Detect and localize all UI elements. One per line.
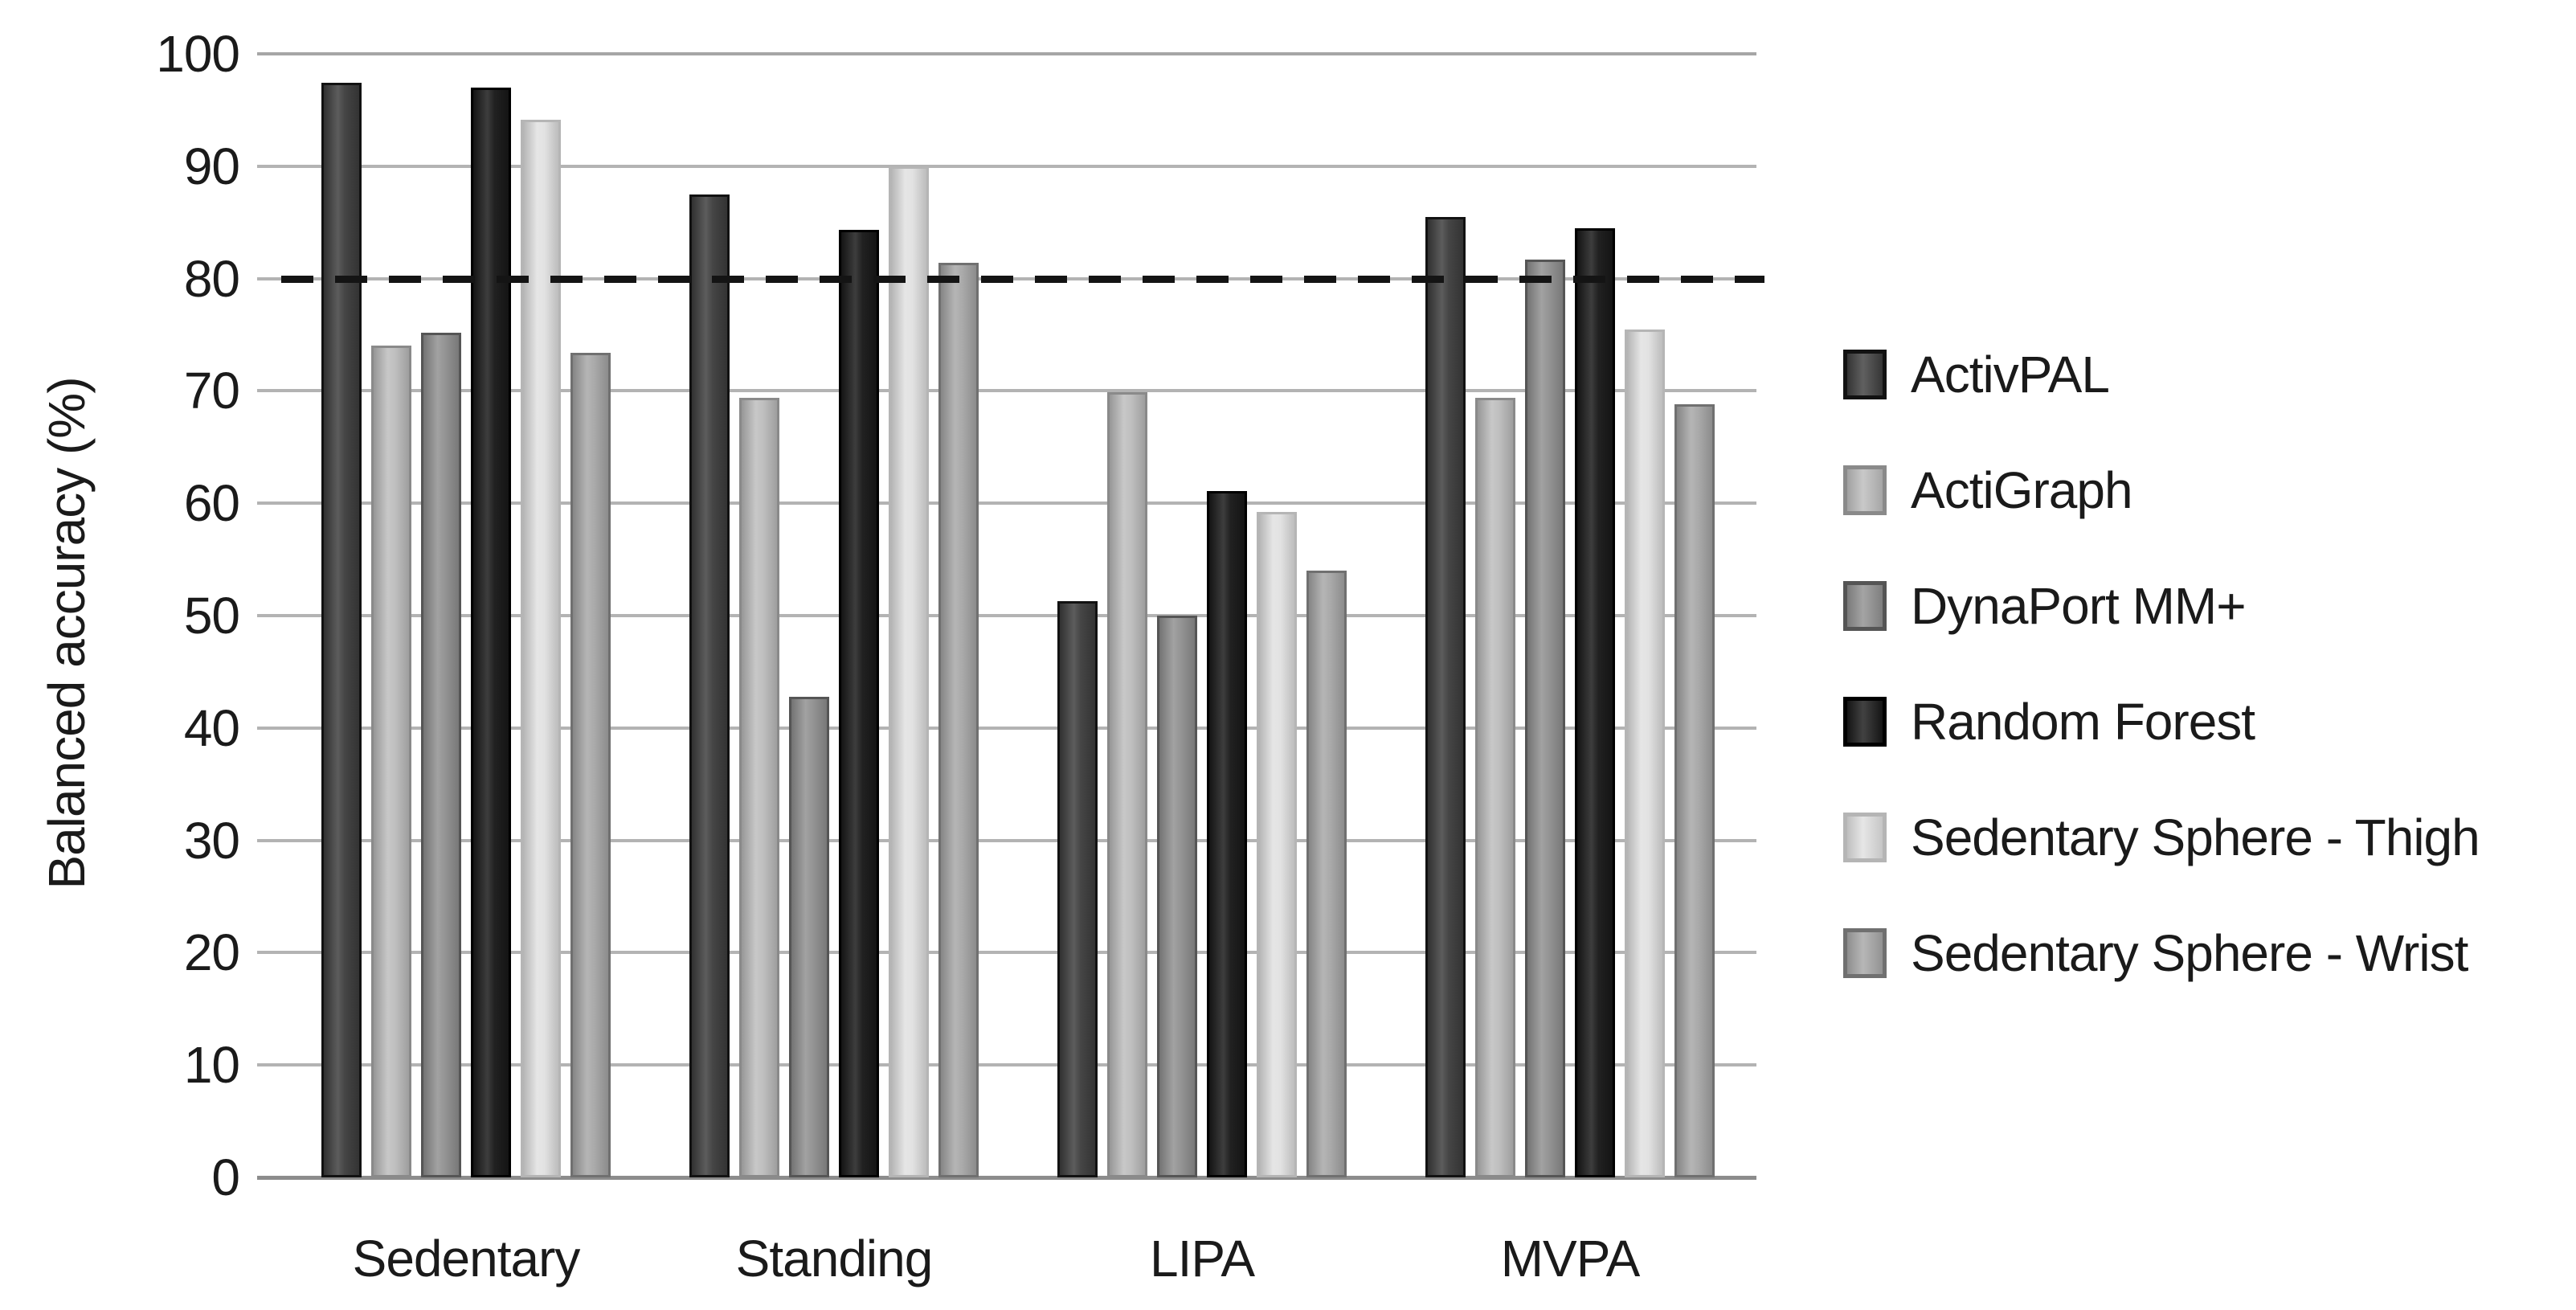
y-tick-label-90: 90 <box>183 137 240 195</box>
gridline-10 <box>257 1063 1756 1067</box>
legend-item-sedentary-sphere-thigh: Sedentary Sphere - Thigh <box>1843 780 2480 895</box>
y-tick-label-20: 20 <box>183 923 240 982</box>
bar-actigraph-sedentary <box>371 346 411 1177</box>
bar-dynaport-mm-standing <box>789 696 829 1177</box>
x-category-label-standing: Standing <box>735 1230 934 1287</box>
bar-sedentary-sphere-wrist-lipa <box>1306 571 1347 1177</box>
legend-label: Random Forest <box>1911 693 2255 751</box>
legend-item-dynaport-mm: DynaPort MM+ <box>1843 548 2247 664</box>
x-category-label-lipa: LIPA <box>1150 1230 1255 1287</box>
y-tick-label-50: 50 <box>183 587 240 645</box>
y-tick-label-100: 100 <box>156 25 240 83</box>
legend-label: DynaPort MM+ <box>1911 577 2247 635</box>
gridline-70 <box>257 389 1756 393</box>
gridline-100 <box>257 52 1756 55</box>
gridline-50 <box>257 614 1756 617</box>
bar-activpal-mvpa <box>1425 216 1466 1177</box>
bar-sedentary-sphere-thigh-lipa <box>1257 512 1297 1177</box>
legend-item-actigraph: ActiGraph <box>1843 432 2133 548</box>
legend-swatch-icon <box>1843 465 1887 515</box>
legend-item-sedentary-sphere-wrist: Sedentary Sphere - Wrist <box>1843 895 2468 1011</box>
gridline-20 <box>257 951 1756 955</box>
gridline-90 <box>257 164 1756 168</box>
legend-label: Sedentary Sphere - Thigh <box>1911 809 2480 866</box>
legend-swatch-icon <box>1843 813 1887 862</box>
bar-sedentary-sphere-wrist-standing <box>938 263 979 1177</box>
bar-dynaport-mm-mvpa <box>1525 259 1565 1177</box>
y-tick-label-80: 80 <box>183 249 240 308</box>
legend-label: ActiGraph <box>1911 461 2133 519</box>
legend-swatch-icon <box>1843 350 1887 399</box>
bar-activpal-standing <box>689 194 730 1177</box>
x-axis-line <box>257 1176 1756 1180</box>
reference-line-80 <box>281 275 1764 283</box>
bar-random-forest-lipa <box>1207 490 1247 1177</box>
y-tick-label-30: 30 <box>183 811 240 870</box>
y-tick-label-70: 70 <box>183 362 240 420</box>
x-category-label-sedentary: Sedentary <box>352 1230 581 1287</box>
legend-item-random-forest: Random Forest <box>1843 664 2255 780</box>
y-tick-label-40: 40 <box>183 698 240 757</box>
bar-sedentary-sphere-wrist-mvpa <box>1674 404 1715 1177</box>
bar-activpal-lipa <box>1057 600 1098 1177</box>
legend-swatch-icon <box>1843 928 1887 978</box>
bar-random-forest-mvpa <box>1575 227 1615 1177</box>
bar-activpal-sedentary <box>321 83 362 1177</box>
bar-actigraph-lipa <box>1107 391 1147 1177</box>
y-tick-label-60: 60 <box>183 474 240 533</box>
bar-dynaport-mm-lipa <box>1157 616 1197 1177</box>
legend-swatch-icon <box>1843 697 1887 747</box>
gridline-60 <box>257 501 1756 506</box>
bar-actigraph-standing <box>739 397 779 1177</box>
bar-random-forest-sedentary <box>471 87 511 1177</box>
gridline-30 <box>257 838 1756 842</box>
legend-label: Sedentary Sphere - Wrist <box>1911 924 2468 982</box>
legend-label: ActivPAL <box>1911 346 2110 403</box>
bar-sedentary-sphere-thigh-sedentary <box>521 120 561 1177</box>
y-tick-label-0: 0 <box>211 1148 240 1206</box>
gridline-40 <box>257 726 1756 730</box>
y-tick-label-10: 10 <box>183 1036 240 1095</box>
bar-sedentary-sphere-wrist-sedentary <box>570 352 611 1177</box>
bar-sedentary-sphere-thigh-standing <box>889 166 929 1177</box>
legend-item-activpal: ActivPAL <box>1843 317 2110 432</box>
bar-random-forest-standing <box>839 230 879 1177</box>
x-category-label-mvpa: MVPA <box>1500 1230 1641 1287</box>
bar-sedentary-sphere-thigh-mvpa <box>1625 329 1665 1177</box>
bar-actigraph-mvpa <box>1475 397 1515 1177</box>
legend-swatch-icon <box>1843 581 1887 631</box>
bar-dynaport-mm-sedentary <box>421 332 461 1177</box>
